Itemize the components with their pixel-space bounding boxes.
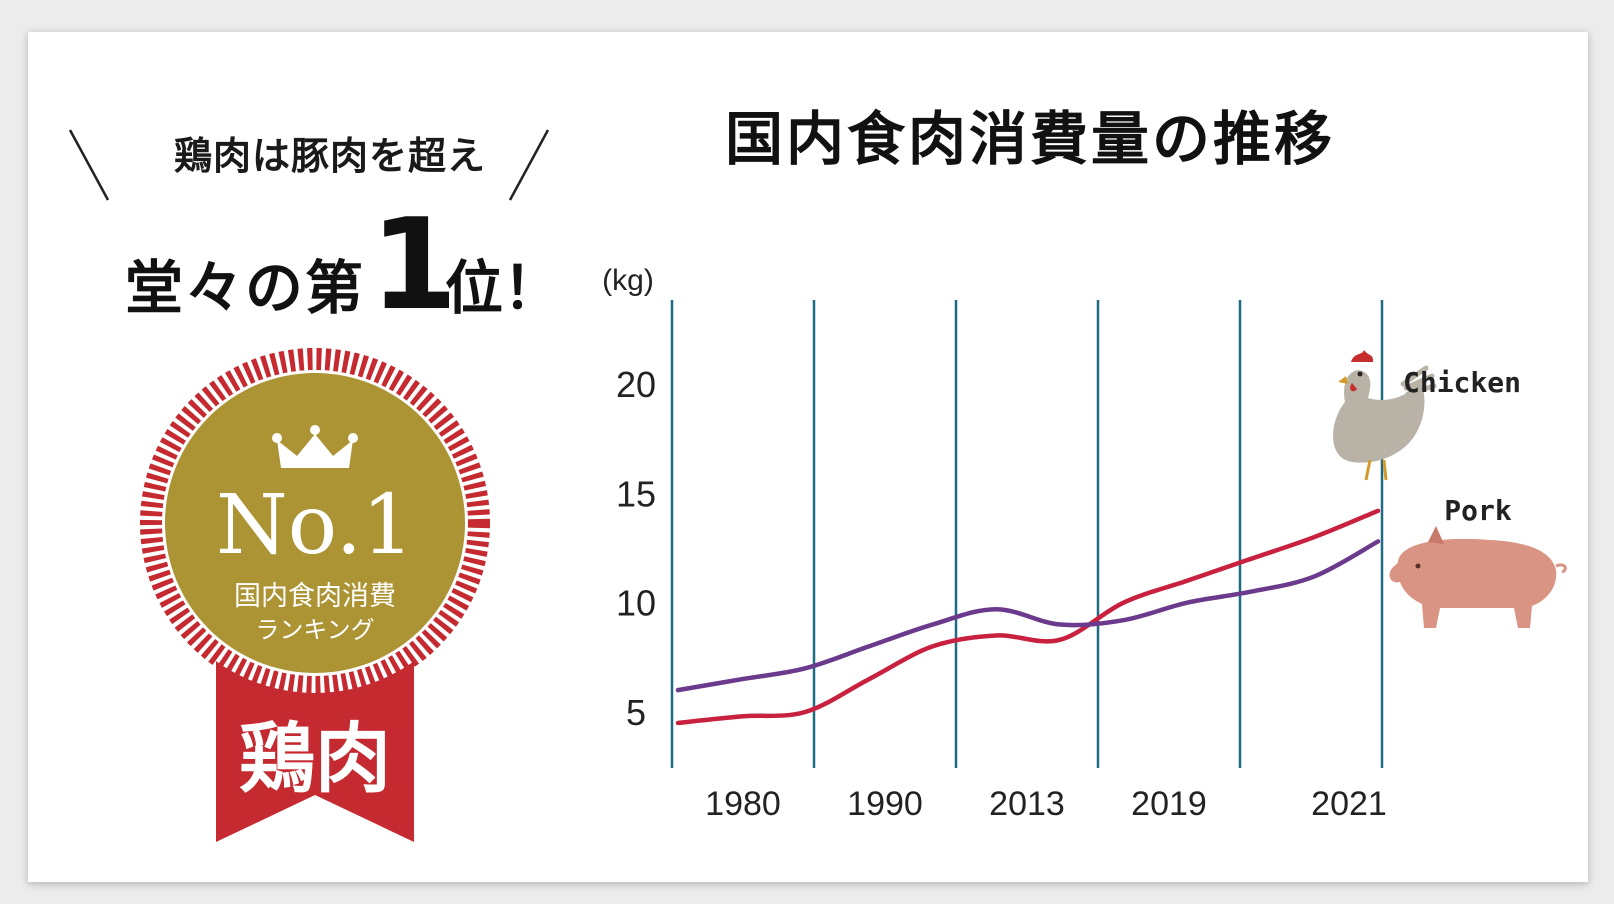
y-axis-label: (kg) xyxy=(602,264,654,297)
line-chart: (kg) 5 10 15 20 1980 1990 2013 2019 2021 xyxy=(602,264,1387,823)
headline-prefix: 堂々の第 xyxy=(125,254,366,322)
gridlines xyxy=(670,300,1384,768)
headline-main: 堂々の第 1 位！ xyxy=(125,191,561,338)
slash-right xyxy=(508,129,550,201)
y-tick-label: 10 xyxy=(616,583,656,624)
x-tick-labels: 1980 1990 2013 2019 2021 xyxy=(705,785,1387,823)
chart-title: 国内食肉消費量の推移 xyxy=(724,105,1335,173)
headline-subtitle: 鶏肉は豚肉を超え xyxy=(173,134,486,178)
y-tick-labels: 5 10 15 20 xyxy=(616,364,656,733)
medal-caption-1: 国内食肉消費 xyxy=(234,581,396,612)
x-tick-label: 1980 xyxy=(705,785,781,823)
chicken-icon xyxy=(1333,350,1437,481)
headline-suffix: 位！ xyxy=(445,254,562,322)
headline-number: 1 xyxy=(370,191,458,338)
y-tick-label: 5 xyxy=(626,692,646,733)
pig-icon xyxy=(1389,526,1567,628)
series-lines xyxy=(675,508,1381,726)
series-line-chicken xyxy=(675,508,1381,726)
legend-chicken: Chicken xyxy=(1403,366,1521,399)
medal-rank: No.1 xyxy=(216,478,414,573)
series-line-pork xyxy=(675,539,1381,693)
medal-face xyxy=(165,373,465,673)
ribbon-label: 鶏肉 xyxy=(239,714,391,803)
x-tick-label: 2019 xyxy=(1131,785,1207,823)
y-tick-label: 15 xyxy=(616,473,656,514)
crown-icon xyxy=(272,425,358,468)
x-tick-label: 2013 xyxy=(989,785,1065,823)
y-tick-label: 20 xyxy=(616,364,656,405)
legend-pork: Pork xyxy=(1444,494,1512,527)
medal-rim xyxy=(140,348,490,698)
slash-left xyxy=(68,129,110,201)
x-tick-label: 1990 xyxy=(847,785,923,823)
medal-caption-2: ランキング xyxy=(255,616,374,644)
x-tick-label: 2021 xyxy=(1311,785,1387,823)
